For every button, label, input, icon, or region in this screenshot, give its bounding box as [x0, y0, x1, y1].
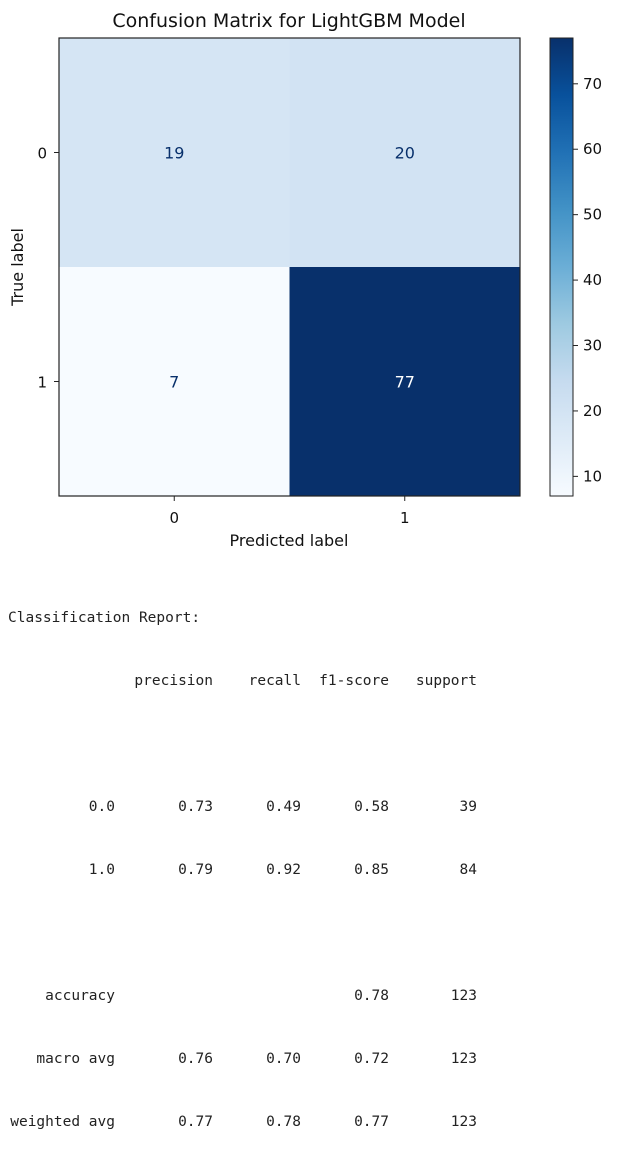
y-axis-ticks: 01: [37, 145, 59, 392]
header-recall: recall: [248, 673, 301, 689]
row-recall: 0.49: [266, 799, 301, 815]
row-recall: 0.70: [266, 1051, 301, 1067]
row-precision: 0.79: [178, 862, 213, 878]
row-support: 123: [450, 1114, 477, 1130]
report-row: 1.0 0.79 0.92 0.85 84: [8, 860, 477, 881]
row-recall: 0.92: [266, 862, 301, 878]
row-support: 84: [459, 862, 477, 878]
colorbar-tick-label: 20: [583, 402, 602, 420]
report-title: Classification Report:: [8, 610, 201, 626]
report-row: 0.0 0.73 0.49 0.58 39: [8, 797, 477, 818]
row-precision: 0.77: [178, 1114, 213, 1130]
colorbar-tick-label: 50: [583, 206, 602, 224]
row-support: 123: [450, 1051, 477, 1067]
y-tick-label: 1: [37, 374, 47, 392]
heatmap-cell: [59, 38, 290, 267]
cell-value-labels: 19 207 77: [164, 144, 415, 392]
row-support: 123: [450, 988, 477, 1004]
row-label: 1.0: [88, 862, 115, 878]
row-f1: 0.78: [354, 988, 389, 1004]
plot-frame: [58, 37, 521, 497]
row-label: accuracy: [45, 988, 115, 1004]
heatmap-cell: [289, 38, 520, 267]
x-tick-label: 0: [169, 509, 179, 527]
row-support: 39: [459, 799, 477, 815]
heatmap-cell: [289, 267, 520, 496]
row-f1: 0.58: [354, 799, 389, 815]
row-precision: 0.76: [178, 1051, 213, 1067]
report-header-row: precision recall f1-score support: [8, 671, 477, 692]
cell-value-label: 7: [169, 373, 179, 392]
cell-value-label: 77: [395, 373, 415, 392]
classification-report: Classification Report: precision recall f1…: [8, 566, 477, 1154]
header-f1: f1-score: [319, 673, 389, 689]
row-label: weighted avg: [10, 1114, 115, 1130]
header-support: support: [415, 673, 477, 689]
colorbar-tick-label: 60: [583, 140, 602, 158]
row-f1: 0.85: [354, 862, 389, 878]
colorbar-tick-label: 70: [583, 75, 602, 93]
row-label: macro avg: [36, 1051, 115, 1067]
heatmap-cell: [59, 267, 290, 496]
report-row: accuracy 0.78 123: [8, 986, 477, 1007]
cell-value-label: 19: [164, 144, 184, 163]
row-precision: 0.73: [178, 799, 213, 815]
row-f1: 0.77: [354, 1114, 389, 1130]
x-tick-label: 1: [400, 509, 410, 527]
y-axis-label: True label: [8, 228, 27, 307]
report-row: macro avg 0.76 0.70 0.72 123: [8, 1049, 477, 1070]
y-tick-label: 0: [37, 145, 47, 163]
colorbar-tick-label: 40: [583, 271, 602, 289]
x-axis-label: Predicted label: [230, 531, 349, 550]
confusion-matrix-chart: Confusion Matrix for LightGBM Model 19 20…: [8, 10, 602, 550]
row-recall: 0.78: [266, 1114, 301, 1130]
chart-title: Confusion Matrix for LightGBM Model: [112, 10, 465, 32]
report-row: weighted avg 0.77 0.78 0.77 123: [8, 1112, 477, 1133]
colorbar-tick-label: 30: [583, 337, 602, 355]
cell-value-label: 20: [395, 144, 415, 163]
colorbar-ticks: 10 20 30 40 50 60 70: [573, 75, 602, 485]
row-label: 0.0: [88, 799, 115, 815]
colorbar: [549, 37, 574, 497]
header-precision: precision: [134, 673, 213, 689]
heatmap-cells: [59, 38, 520, 496]
colorbar-tick-label: 10: [583, 467, 602, 485]
row-f1: 0.72: [354, 1051, 389, 1067]
